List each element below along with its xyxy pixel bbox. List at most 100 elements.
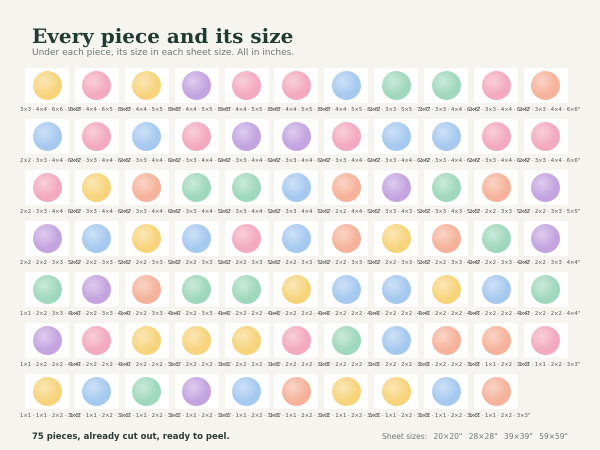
piece-item: 1×1 · 1×1 · 2×2 · 3×3" [469,372,530,423]
piece-item: 1×1 · 1×1 · 2×2 · 3×3" [120,372,181,423]
piece-item: 1×1 · 2×2 · 2×2 · 3×3" [319,321,381,372]
piece-item: 2×2 · 2×2 · 3×3 · 4×4" [519,219,580,270]
piece-size-label: 2×2 · 3×3 · 4×4 · 6×6" [518,158,581,164]
piece-circle [531,326,561,355]
piece-tile [174,323,219,358]
piece-size-label: 2×2 · 2×2 · 3×3 · 5×5" [469,209,531,215]
piece-size-label: 1×1 · 1×1 · 2×2 · 3×3" [20,413,82,419]
piece-tile [474,221,519,256]
piece-tile [274,272,319,307]
piece-item: 1×1 · 1×1 · 2×2 · 3×3" [319,372,381,423]
piece-circle [132,326,162,355]
piece-item: 1×1 · 2×2 · 2×2 · 4×4" [519,270,580,321]
piece-tile [174,68,219,103]
piece-circle [481,173,511,202]
piece-size-label: 2×2 · 2×2 · 3×3 · 5×5" [20,260,82,266]
piece-tile [25,68,69,103]
piece-circle [281,377,311,406]
piece-tile [424,119,469,154]
piece-circle [331,377,361,406]
piece-size-label: 1×1 · 1×1 · 2×2 · 3×3" [119,413,181,419]
piece-tile [523,119,568,154]
piece-item: 1×1 · 1×1 · 2×2 · 3×3" [269,372,331,423]
piece-size-label: 2×2 · 2×2 · 3×3 · 5×5" [269,260,331,266]
piece-tile [224,119,269,154]
piece-item: 2×2 · 3×3 · 4×4 · 6×6" [419,117,480,168]
piece-size-label: 2×2 · 3×3 · 4×4 · 5×5" [219,209,281,215]
piece-circle [381,173,411,202]
piece-tile [274,170,319,205]
piece-tile [174,272,219,307]
piece-circle [82,122,112,151]
sheet-size-4: 59×59" [539,432,568,441]
piece-circle [182,326,212,355]
piece-item: 1×1 · 2×2 · 2×2 · 4×4" [220,270,281,321]
piece-item: 3×3 · 4×4 · 6×5 · 8×8" [70,66,131,117]
piece-circle [232,173,262,202]
piece-circle [331,275,361,304]
piece-tile [324,374,369,409]
piece-item: 1×1 · 1×1 · 2×2 · 3×3" [20,372,81,423]
piece-tile [374,221,419,256]
piece-item: 2×2 · 3×3 · 4×4 · 6×6" [519,117,580,168]
piece-tile [324,272,369,307]
piece-tile [374,323,419,358]
piece-tile [424,170,469,205]
piece-size-label: 1×1 · 2×2 · 2×2 · 3×3" [119,362,181,368]
piece-item: 2×2 · 3×3 · 4×4 · 6×6" [120,168,181,219]
piece-size-label: 3×3 · 4×4 · 5×5 · 8×8" [269,107,331,113]
piece-circle [232,224,262,253]
piece-size-label: 2×2 · 2×2 · 3×3 · 5×5" [119,260,181,266]
piece-size-label: 1×1 · 2×2 · 2×2 · 3×3" [319,362,381,368]
piece-item: 1×1 · 2×2 · 3×3 · 4×4" [120,270,181,321]
piece-circle [182,377,212,406]
piece-tile [474,323,519,358]
piece-tile [274,119,319,154]
piece-circle [531,224,561,253]
piece-tile [474,170,519,205]
piece-size-label: 1×1 · 2×2 · 3×3 · 4×4" [169,311,231,317]
piece-item: 3×3 · 4×4 · 6×6 · 9×9" [20,66,81,117]
piece-tile [74,374,119,409]
piece-circle [82,173,112,202]
piece-circle [381,326,411,355]
piece-circle [331,122,361,151]
piece-tile [374,170,419,205]
piece-tile [174,221,219,256]
piece-item: 2×2 · 2×2 · 3×3 · 5×5" [519,168,580,219]
piece-circle [182,275,212,304]
piece-circle [431,122,461,151]
piece-item: 2×2 · 2×2 · 3×3 · 5×5" [220,219,281,270]
piece-tile [324,323,369,358]
piece-size-label: 2×2 · 3×3 · 4×4 · 6×6" [169,158,231,164]
piece-item: 3×3 · 4×4 · 5×5 · 8×8" [120,66,181,117]
piece-size-label: 2×2 · 3×3 · 4×3 · 5×5" [419,209,481,215]
piece-item: 1×1 · 2×2 · 2×2 · 4×4" [369,270,431,321]
piece-item: 1×1 · 2×2 · 2×2 · 4×4" [269,270,331,321]
piece-tile [224,68,269,103]
piece-item: 2×2 · 3×3 · 4×4 · 6×6" [519,66,580,117]
piece-circle [281,275,311,304]
piece-circle [82,224,112,253]
piece-circle [132,377,162,406]
piece-size-label: 1×1 · 2×2 · 2×2 · 3×3" [419,362,481,368]
piece-tile [74,221,119,256]
piece-item: 1×1 · 2×2 · 2×2 · 3×3" [120,321,181,372]
piece-size-label: 2×2 · 2×2 · 3×3 · 4×4" [419,260,481,266]
piece-item: 1×1 · 2×2 · 2×2 · 3×3" [220,321,281,372]
piece-circle [82,326,112,355]
piece-size-label: 1×1 · 2×2 · 2×2 · 4×4" [419,311,481,317]
piece-item: 1×1 · 1×1 · 2×2 · 3×3" [170,372,231,423]
piece-size-label: 3×3 · 4×4 · 5×5 · 8×8" [319,107,381,113]
piece-circle [381,71,411,100]
piece-circle [381,377,411,406]
piece-tile [25,221,69,256]
piece-circle [32,275,62,304]
piece-circle [381,224,411,253]
piece-size-label: 2×2 · 2×2 · 3×3 · 4×4" [469,260,531,266]
piece-size-label: 2×2 · 2×2 · 3×3 · 5×5" [518,209,581,215]
piece-size-label: 3×3 · 4×4 · 6×5 · 8×8" [69,107,132,113]
piece-circle [431,224,461,253]
piece-circle [182,173,212,202]
piece-circle [281,71,311,100]
